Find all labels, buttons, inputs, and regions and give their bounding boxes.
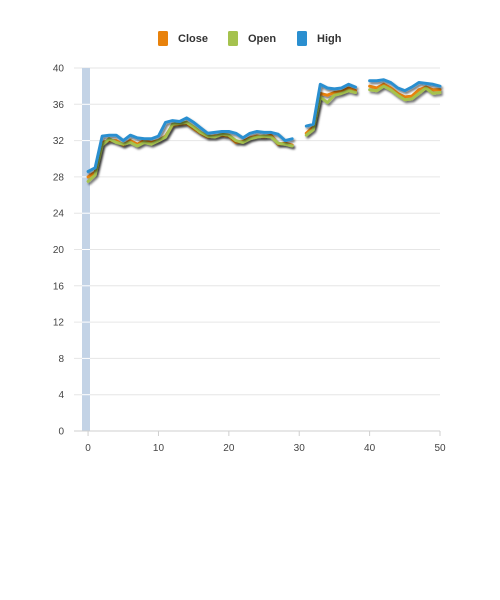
x-tick-label: 20 bbox=[223, 443, 235, 454]
y-tick-label: 32 bbox=[53, 136, 65, 147]
y-tick-label: 4 bbox=[58, 390, 64, 401]
series-line-high bbox=[86, 78, 442, 173]
x-tick-label: 30 bbox=[294, 443, 306, 454]
y-tick-label: 20 bbox=[53, 245, 65, 256]
y-tick-label: 8 bbox=[58, 354, 64, 365]
series-lines bbox=[86, 78, 442, 183]
legend-label-high[interactable]: High bbox=[317, 33, 342, 45]
y-tick-label: 0 bbox=[58, 427, 64, 438]
x-tick-label: 50 bbox=[434, 443, 446, 454]
y-tick-label: 24 bbox=[53, 209, 65, 220]
series-line-close bbox=[86, 82, 442, 179]
x-tick-label: 10 bbox=[153, 443, 165, 454]
legend-swatch-high[interactable] bbox=[297, 31, 307, 46]
y-tick-label: 16 bbox=[53, 281, 65, 292]
legend-label-close[interactable]: Close bbox=[178, 33, 208, 45]
legend-swatch-open[interactable] bbox=[228, 31, 238, 46]
axes: 0 4 8 12 16 20 24 28 32 36 40 0 10 20 30 40 50 bbox=[53, 64, 446, 455]
y-tick-label: 12 bbox=[53, 318, 65, 329]
x-tick-label: 40 bbox=[364, 443, 376, 454]
x-tick-label: 0 bbox=[85, 443, 91, 454]
y-tick-label: 40 bbox=[53, 64, 65, 75]
y-scrollbar[interactable] bbox=[82, 68, 90, 431]
y-tick-label: 36 bbox=[53, 100, 65, 111]
grid-lines bbox=[74, 67, 440, 396]
legend-label-open[interactable]: Open bbox=[248, 33, 276, 45]
y-tick-label: 28 bbox=[53, 172, 65, 183]
chart-legend[interactable]: Close Open High bbox=[158, 31, 342, 46]
legend-swatch-close[interactable] bbox=[158, 31, 168, 46]
